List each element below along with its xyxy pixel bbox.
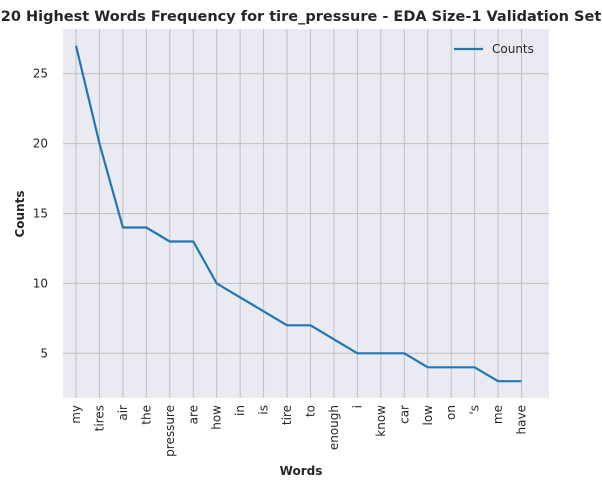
x-tick-labels: my tires air the pressure are how in is tire to eno… — [69, 405, 529, 457]
x-tick-label: in — [233, 405, 247, 416]
x-tick-label: are — [186, 405, 200, 424]
y-axis-label: Counts — [13, 190, 27, 237]
x-tick-label: car — [397, 405, 411, 424]
y-tick-labels: 5 10 15 20 25 — [33, 67, 48, 361]
legend-label-counts: Counts — [492, 42, 534, 56]
x-tick-label: tire — [280, 405, 294, 425]
x-tick-label: enough — [327, 405, 341, 450]
x-tick-label: i — [350, 405, 364, 408]
x-tick-label: on — [444, 405, 458, 420]
x-tick-label: air — [116, 405, 130, 421]
x-tick-label: pressure — [163, 405, 177, 457]
x-tick-label: to — [304, 405, 318, 417]
x-tick-label: low — [421, 405, 435, 426]
series-lines — [74, 45, 522, 383]
x-tick-label: have — [515, 405, 529, 434]
y-tick-label: 10 — [33, 276, 48, 290]
x-tick-label: 's — [468, 405, 482, 415]
x-axis-label: Words — [280, 464, 323, 478]
x-tick-label: is — [257, 405, 271, 415]
legend: Counts — [454, 42, 534, 56]
y-tick-label: 25 — [33, 67, 48, 81]
y-tick-label: 15 — [33, 207, 48, 221]
chart-title: 20 Highest Words Frequency for tire_pres… — [1, 9, 602, 25]
grid-lines — [63, 29, 549, 398]
x-tick-label: tires — [92, 405, 106, 431]
x-tick-label: me — [491, 405, 505, 424]
y-tick-label: 20 — [33, 137, 48, 151]
y-tick-label: 5 — [40, 346, 48, 360]
x-tick-label: how — [210, 405, 224, 430]
x-tick-label: my — [69, 405, 83, 424]
x-tick-label: know — [374, 405, 388, 437]
series-line-counts — [74, 45, 522, 383]
x-tick-label: the — [139, 405, 153, 425]
